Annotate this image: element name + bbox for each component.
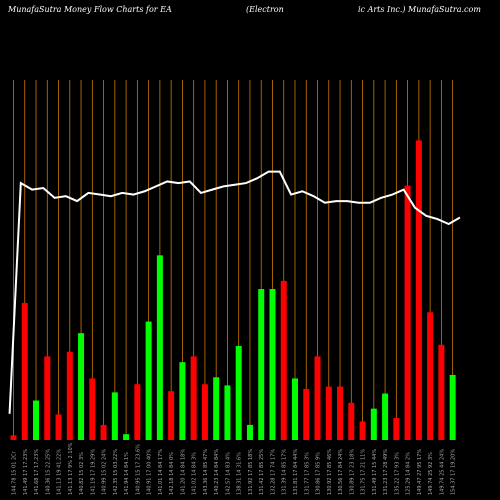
chart-header-left: MunafaSutra Money Flow Charts for EA (8, 5, 172, 14)
bar (393, 417, 400, 440)
bar (246, 424, 253, 440)
x-tick-label: 140.36 15 22.25% (45, 449, 51, 495)
bar-series (10, 140, 456, 440)
bar (33, 400, 40, 440)
x-tick-label: 131.75 17 21 11% (361, 449, 367, 495)
bar (123, 434, 130, 440)
chart-header-middle: (Electron (246, 5, 284, 14)
bar (44, 356, 51, 440)
x-tick-label: 141.19 17 19.29% (90, 449, 96, 495)
x-tick-label: 142.57 14 83 4% (225, 452, 231, 495)
bar (201, 384, 208, 440)
chart-header-right: ic Arts Inc.) MunafaSutra.com (358, 5, 481, 14)
x-tick-label: 141.13 17 9% 2.10% (68, 442, 74, 495)
bar (438, 344, 445, 440)
x-tick-label: 131.77 17 85 3% (304, 452, 310, 495)
bar (382, 393, 389, 440)
bar (21, 302, 28, 440)
bar (235, 345, 242, 440)
x-tick-label: 140.82 15 02 3% (79, 452, 85, 495)
bar (168, 391, 175, 440)
x-tick-label: 143.36 14 85 47% (203, 449, 209, 495)
x-tick-label: 141.20 14 84 18% (180, 449, 186, 495)
x-tick-label: 142.35 15 03.22% (113, 449, 119, 495)
bar (337, 386, 344, 440)
x-tick-label: 131.92 17 85 18% (248, 449, 254, 495)
x-tick-label: 130.92 17 85 46% (327, 449, 333, 495)
x-tick-labels: 144.78 15 01 2Cr 141.49 17 17.23% 141.68 1… (12, 442, 457, 495)
bar (303, 388, 310, 440)
bar (258, 289, 265, 440)
x-tick-label: 141.01 14 84 17% (158, 449, 164, 495)
price-line-series (8, 170, 461, 414)
bar (100, 424, 107, 440)
bar (145, 321, 152, 440)
x-tick-label: 144.78 15 01 2Cr (12, 450, 18, 495)
bar (415, 140, 422, 440)
x-tick-label: 131.39 14 85 17% (282, 449, 288, 495)
x-tick-label: 141.02 14 84 3% (192, 452, 198, 495)
x-tick-label: 149.74 25 92 3% (428, 452, 434, 495)
bar (280, 280, 287, 440)
x-tick-label: 131.42 17 85 25% (259, 449, 265, 495)
x-tick-label: 138.31 14 31.6% (237, 452, 243, 495)
bar (66, 351, 73, 440)
x-tick-label: 130.56 17 84 24% (338, 449, 344, 495)
bar (269, 289, 276, 440)
x-tick-label: 130.89 17 23 18% (349, 449, 355, 495)
bar (89, 378, 96, 440)
x-tick-label: 141.13 19 41.22% (57, 449, 63, 495)
bar (325, 386, 332, 440)
bar (111, 392, 118, 440)
x-tick-label: 132.28 17 74 17% (270, 449, 276, 495)
bar (314, 356, 321, 440)
x-tick-label: 140.99 15 02 24% (102, 449, 108, 495)
bar (427, 312, 434, 440)
bar (359, 421, 366, 440)
price-line (8, 170, 461, 414)
bar (213, 377, 220, 440)
x-tick-label: 141.68 17 17.23% (34, 449, 40, 495)
x-tick-label: 125.29 14 84 2% (406, 452, 412, 495)
bar (10, 435, 17, 440)
x-tick-label: 131.23 17 28 49% (383, 449, 389, 495)
x-tick-label: 135.22 17 93 3% (394, 452, 400, 495)
x-tick-label: 140.91 17 00 40% (147, 449, 153, 495)
bar (370, 408, 377, 440)
x-tick-label: 131.49 17 15 44% (372, 449, 378, 495)
bar (449, 374, 456, 440)
bar (404, 185, 411, 440)
x-tick-label: 140.95 15 17 23.6% (135, 444, 141, 495)
x-tick-label: 149.47 27 95 17% (417, 449, 423, 495)
x-tick-label: 140.23 14 84 84% (214, 449, 220, 495)
x-tick-label: 149.74 25 44 24% (439, 449, 445, 495)
x-tick-label: 141.94 14 84.1% (124, 452, 130, 495)
bar (179, 362, 186, 440)
bar (134, 384, 141, 440)
bar (348, 402, 355, 440)
x-tick-label: 130.86 17 85 9% (316, 452, 322, 495)
bar (224, 385, 231, 440)
x-tick-label: 142.18 14 84 0% (169, 452, 175, 495)
x-tick-label: 131.81 17 84 44% (293, 449, 299, 495)
bar (55, 414, 62, 440)
bar (78, 333, 85, 440)
bar (190, 356, 197, 440)
bar (292, 378, 298, 440)
bar (156, 255, 163, 440)
x-tick-label: 154.37 17 19.20% (451, 449, 457, 495)
x-tick-label: 141.49 17 17.23% (23, 449, 29, 495)
